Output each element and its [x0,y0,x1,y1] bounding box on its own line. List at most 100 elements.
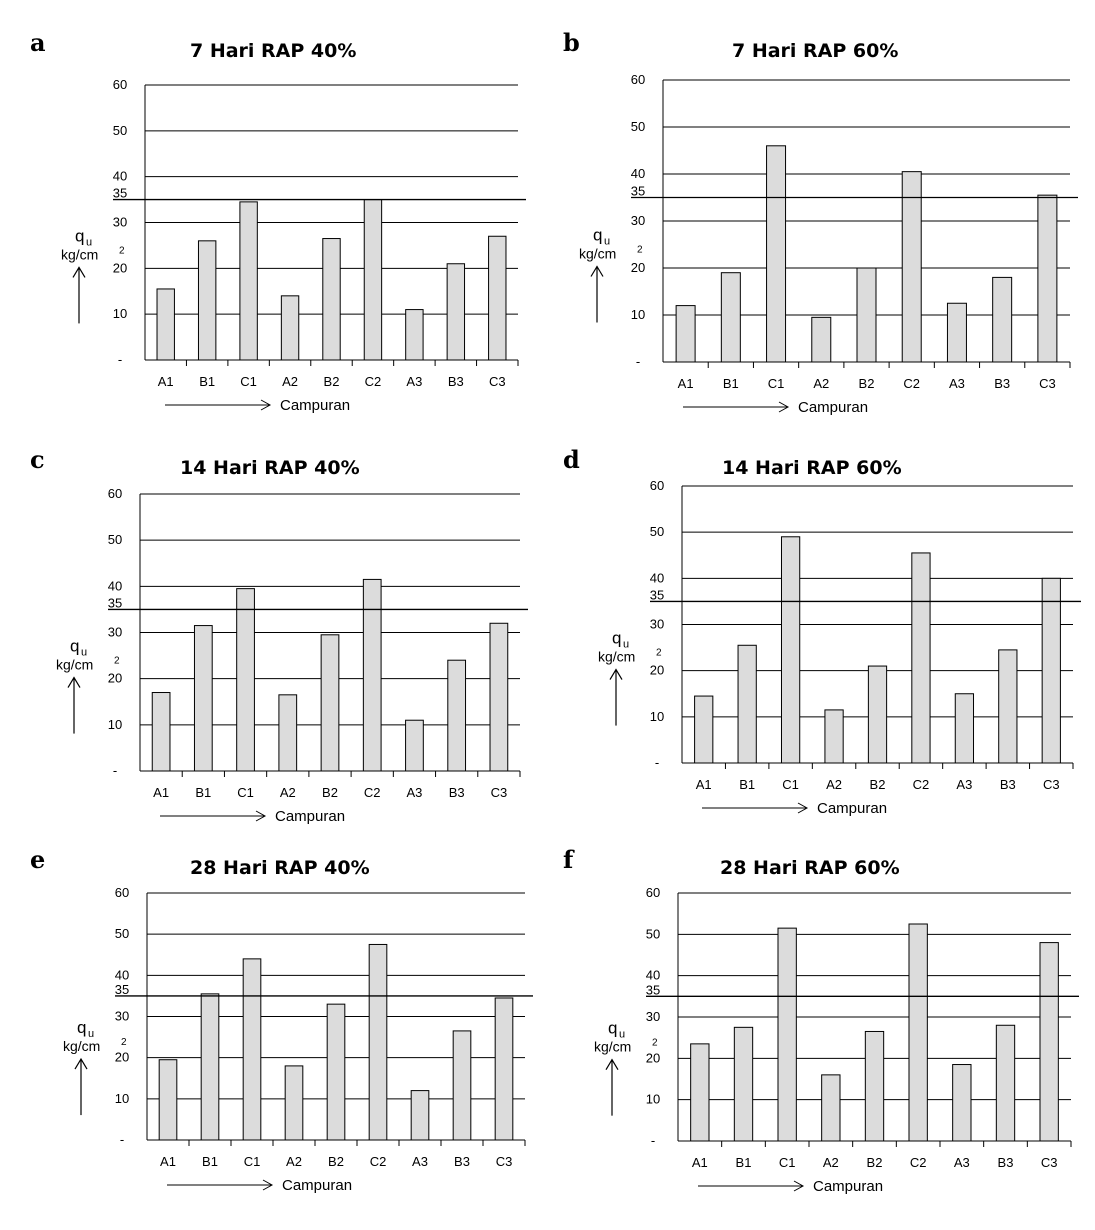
chart-title: 14 Hari RAP 40% [180,457,360,479]
x-tick-label: B3 [998,1155,1014,1170]
reference-label: 35 [113,186,127,201]
x-tick-label: A3 [956,777,972,792]
bar-b1 [737,644,757,764]
bar-a2 [278,694,298,772]
y-axis-label-q-sub: u [86,236,92,248]
y-tick-label: 40 [108,578,122,593]
y-axis-label-q-sub: u [619,1029,625,1041]
y-tick-label: 60 [646,885,660,900]
x-tick-label: A2 [286,1154,302,1169]
bar-b1 [197,240,217,361]
bar-a2 [284,1065,304,1141]
chart-title: 7 Hari RAP 40% [190,40,357,62]
x-tick-label: B2 [328,1154,344,1169]
x-axis-label: Campuran [798,399,868,416]
y-tick-label: 30 [650,617,664,632]
x-tick-label: B1 [739,777,755,792]
y-tick-label: 50 [631,119,645,134]
y-tick-label: 30 [113,215,127,230]
bar-c3 [488,235,507,361]
x-tick-label: C1 [779,1155,796,1170]
bar-a1 [151,692,171,772]
panel-letter: f [563,845,574,874]
bar-c3 [489,622,509,772]
panel-letter: b [563,28,580,57]
y-tick-label: 20 [646,1050,660,1065]
arrow-head [793,1180,805,1192]
x-tick-label: A3 [954,1155,970,1170]
x-tick-label: B2 [867,1155,883,1170]
chart-title: 28 Hari RAP 60% [720,857,900,879]
x-tick-label: C2 [370,1154,387,1169]
bar-a2 [821,1074,841,1142]
x-tick-label: A1 [160,1154,176,1169]
arrow-head [590,265,604,277]
x-tick-label: A1 [696,777,712,792]
arrow-head [797,802,809,814]
x-tick-label: A1 [153,785,169,800]
bar-c1 [239,201,258,361]
y-tick-label: 20 [650,663,664,678]
y-tick-label: 10 [631,307,645,322]
y-tick-label: - [113,763,117,778]
y-tick-label: 50 [646,926,660,941]
bar-b2 [322,238,341,361]
y-tick-label: 20 [108,671,122,686]
y-tick-label: 60 [650,478,664,493]
bar-b2 [856,267,877,363]
y-tick-label: 10 [646,1092,660,1107]
x-tick-label: C3 [1039,376,1056,391]
y-axis-label-q: q [70,637,79,656]
x-axis-label: Campuran [282,1177,352,1194]
chart-title: 28 Hari RAP 40% [190,857,370,879]
y-axis-label-q-sub: u [604,236,610,248]
panel-letter: a [30,28,46,57]
bar-a2 [280,295,300,361]
arrow-head [605,1058,619,1070]
x-axis-label: Campuran [817,800,887,817]
bar-c2 [901,171,922,363]
x-axis-label: Campuran [275,808,345,825]
y-tick-label: 50 [115,926,129,941]
x-tick-label: B2 [324,374,340,389]
y-axis-label-unit: kg/cm [61,246,98,262]
x-tick-label: B1 [195,785,211,800]
x-tick-label: B3 [454,1154,470,1169]
y-axis-label-unit-sup: 2 [121,1037,127,1048]
chart-title: 14 Hari RAP 60% [722,457,902,479]
x-tick-label: C2 [903,376,920,391]
x-tick-label: A2 [280,785,296,800]
bar-b2 [320,634,340,772]
bar-c1 [780,536,801,764]
bar-c3 [1041,577,1061,764]
y-tick-label: 50 [650,524,664,539]
bar-c1 [236,588,255,772]
x-tick-label: B3 [448,374,464,389]
arrow-head [260,399,272,411]
bar-b1 [733,1026,754,1142]
y-axis-label-q: q [593,226,602,245]
y-tick-label: 60 [115,885,129,900]
panel-letter: c [30,445,45,474]
y-tick-label: 10 [113,306,127,321]
bar-b3 [992,276,1013,363]
bar-c2 [362,578,382,772]
y-tick-label: 40 [115,967,129,982]
x-tick-label: C2 [913,777,930,792]
y-axis-label-unit: kg/cm [579,246,616,262]
x-tick-label: B3 [449,785,465,800]
y-tick-label: 40 [646,968,660,983]
y-axis-label-q-sub: u [81,647,87,659]
x-tick-label: B2 [870,777,886,792]
x-tick-label: A1 [692,1155,708,1170]
bar-b2 [864,1030,885,1142]
x-tick-label: A3 [949,376,965,391]
x-tick-label: B1 [736,1155,752,1170]
y-axis-label-q: q [612,629,621,648]
y-tick-label: 10 [650,709,664,724]
y-tick-label: - [651,1133,655,1148]
y-axis-label-unit: kg/cm [63,1038,100,1054]
bar-a1 [156,288,175,361]
y-axis-label-unit-sup: 2 [656,648,662,659]
